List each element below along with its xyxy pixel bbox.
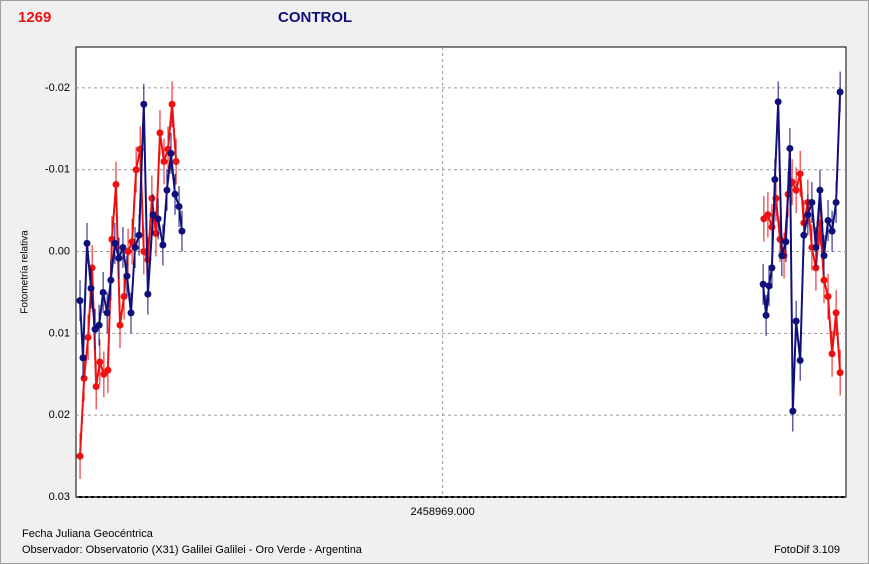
data-point [178, 227, 186, 235]
y-tick-label: -0.02 [45, 82, 70, 94]
data-point [816, 186, 824, 194]
data-point [144, 290, 152, 298]
data-point [135, 231, 143, 239]
y-axis-label: Fotometría relativa [20, 230, 31, 314]
y-tick-label: 0.00 [49, 245, 70, 257]
software: FotoDif 3.109 [774, 544, 840, 556]
data-point [76, 452, 84, 460]
y-tick-label: 0.03 [49, 491, 70, 503]
data-point [824, 293, 832, 301]
data-point [76, 297, 84, 305]
data-point [79, 354, 87, 362]
data-point [765, 282, 773, 290]
y-tick-label: 0.02 [49, 409, 70, 421]
data-point [148, 194, 156, 202]
data-point [96, 358, 104, 366]
y-tick-label: -0.01 [45, 164, 70, 176]
data-point [156, 129, 164, 137]
data-point [124, 248, 132, 256]
data-point [119, 243, 127, 251]
data-point [172, 158, 180, 166]
data-point [774, 98, 782, 106]
data-point [154, 215, 162, 223]
data-point [168, 100, 176, 108]
data-point [95, 321, 103, 329]
data-point [832, 198, 840, 206]
data-point [764, 211, 772, 219]
data-point [832, 309, 840, 317]
data-point [140, 100, 148, 108]
data-point [132, 166, 140, 174]
data-point [828, 227, 836, 235]
id-label: 1269 [18, 9, 51, 26]
data-point [824, 216, 832, 224]
data-point [808, 198, 816, 206]
data-point [103, 309, 111, 317]
data-point [762, 311, 770, 319]
data-point [112, 180, 120, 188]
data-point [836, 88, 844, 96]
data-point [99, 288, 107, 296]
data-point [128, 238, 136, 246]
data-point [778, 252, 786, 260]
data-point [84, 333, 92, 341]
data-point [796, 356, 804, 364]
data-point [792, 317, 800, 325]
data-point [163, 186, 171, 194]
data-point [127, 309, 135, 317]
data-point [131, 243, 139, 251]
data-point [786, 144, 794, 152]
data-point [87, 284, 95, 292]
data-point [768, 223, 776, 231]
data-point [796, 170, 804, 178]
data-point [828, 350, 836, 358]
data-point [107, 276, 115, 284]
data-point [812, 243, 820, 251]
data-point [115, 254, 123, 262]
y-tick-label: 0.01 [49, 327, 70, 339]
data-point [792, 186, 800, 194]
chart-title: CONTROL [278, 9, 352, 26]
data-point [123, 272, 131, 280]
data-point [88, 264, 96, 272]
x-axis-label: Fecha Juliana Geocéntrica [22, 528, 154, 540]
data-point [149, 211, 157, 219]
data-point [768, 264, 776, 272]
data-point [789, 407, 797, 415]
data-point [171, 190, 179, 198]
data-point [771, 176, 779, 184]
data-point [782, 238, 790, 246]
data-point [804, 211, 812, 219]
data-point [759, 280, 767, 288]
data-point [820, 276, 828, 284]
data-point [104, 366, 112, 374]
data-point [120, 293, 128, 301]
observer: Observador: Observatorio (X31) Galilei G… [22, 544, 363, 556]
plot-area [75, 46, 847, 498]
x-tick-label: 2458969.000 [411, 506, 475, 518]
data-point [159, 241, 167, 249]
data-point [140, 248, 148, 256]
data-point [111, 239, 119, 247]
data-point [800, 231, 808, 239]
data-point [820, 252, 828, 260]
data-point [80, 374, 88, 382]
data-point [160, 158, 168, 166]
data-point [83, 239, 91, 247]
data-point [175, 203, 183, 211]
data-point [116, 321, 124, 329]
data-point [167, 149, 175, 157]
data-point [92, 383, 100, 391]
data-point [836, 369, 844, 377]
